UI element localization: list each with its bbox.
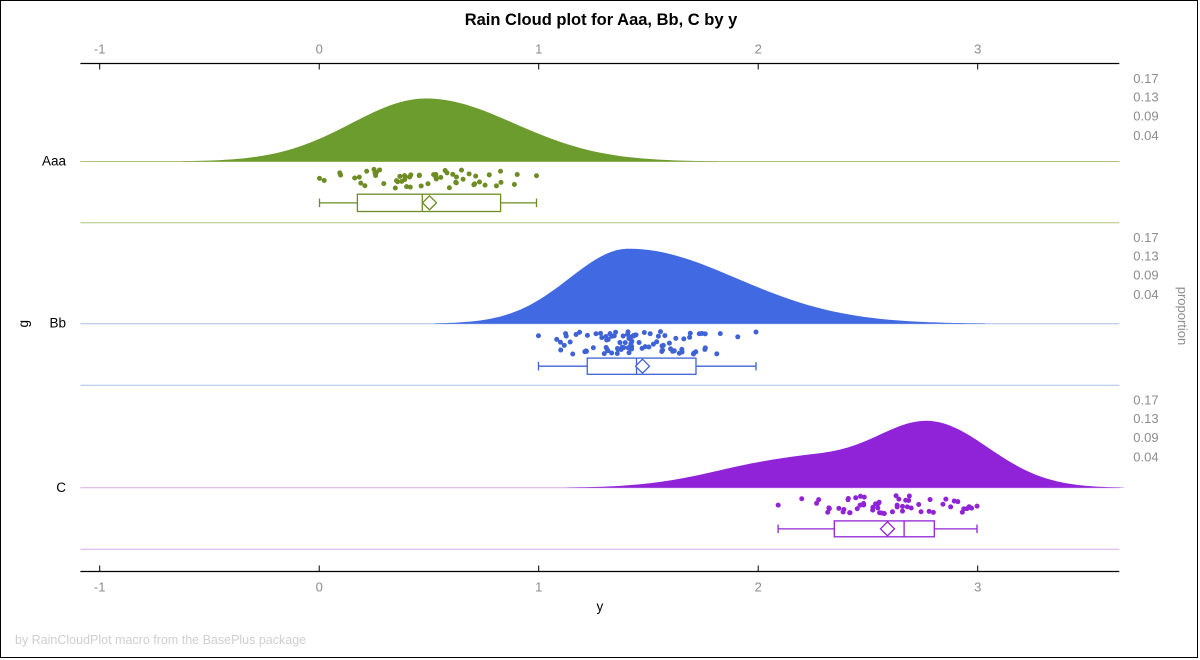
svg-text:-1: -1 (94, 580, 106, 595)
svg-text:proportion: proportion (1175, 287, 1190, 346)
svg-text:Bb: Bb (49, 316, 66, 331)
svg-text:Aaa: Aaa (42, 154, 67, 169)
svg-text:0.04: 0.04 (1133, 450, 1158, 465)
svg-text:0.13: 0.13 (1133, 411, 1158, 426)
svg-text:0.04: 0.04 (1133, 287, 1158, 302)
svg-text:1: 1 (535, 42, 542, 57)
svg-text:0.13: 0.13 (1133, 90, 1158, 105)
svg-text:0.17: 0.17 (1133, 71, 1158, 86)
svg-text:y: y (597, 599, 604, 614)
svg-text:-1: -1 (94, 42, 106, 57)
svg-text:0: 0 (316, 42, 323, 57)
svg-text:C: C (56, 480, 66, 495)
svg-text:2: 2 (755, 42, 762, 57)
svg-text:3: 3 (974, 42, 981, 57)
svg-text:1: 1 (535, 580, 542, 595)
svg-text:3: 3 (974, 580, 981, 595)
svg-text:0: 0 (316, 580, 323, 595)
svg-text:0.17: 0.17 (1133, 393, 1158, 408)
svg-text:0.09: 0.09 (1133, 268, 1158, 283)
svg-text:0.17: 0.17 (1133, 230, 1158, 245)
svg-text:0.04: 0.04 (1133, 128, 1158, 143)
svg-text:0.09: 0.09 (1133, 430, 1158, 445)
svg-text:0.13: 0.13 (1133, 249, 1158, 264)
svg-text:g: g (16, 320, 31, 328)
svg-text:2: 2 (755, 580, 762, 595)
svg-text:0.09: 0.09 (1133, 109, 1158, 124)
